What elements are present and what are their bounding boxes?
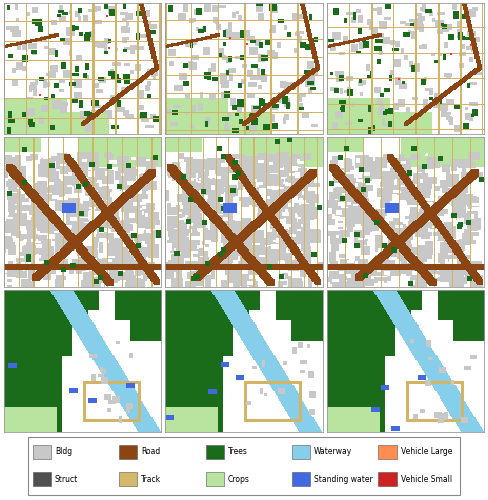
Text: Track: Track [141,475,162,484]
FancyBboxPatch shape [33,445,51,458]
Text: Struct: Struct [55,475,78,484]
Text: Vehicle Small: Vehicle Small [401,475,452,484]
FancyBboxPatch shape [292,472,310,486]
FancyBboxPatch shape [292,445,310,458]
FancyBboxPatch shape [28,437,460,495]
FancyBboxPatch shape [33,472,51,486]
FancyBboxPatch shape [119,472,138,486]
Text: Road: Road [141,447,161,456]
Text: Vehicle Large: Vehicle Large [401,447,452,456]
FancyBboxPatch shape [379,472,397,486]
FancyBboxPatch shape [205,472,224,486]
Text: Standing water: Standing water [314,475,373,484]
Text: Trees: Trees [228,447,247,456]
FancyBboxPatch shape [119,445,138,458]
Text: Waterway: Waterway [314,447,352,456]
Text: Bldg: Bldg [55,447,72,456]
FancyBboxPatch shape [205,445,224,458]
FancyBboxPatch shape [379,445,397,458]
Text: Crops: Crops [228,475,249,484]
